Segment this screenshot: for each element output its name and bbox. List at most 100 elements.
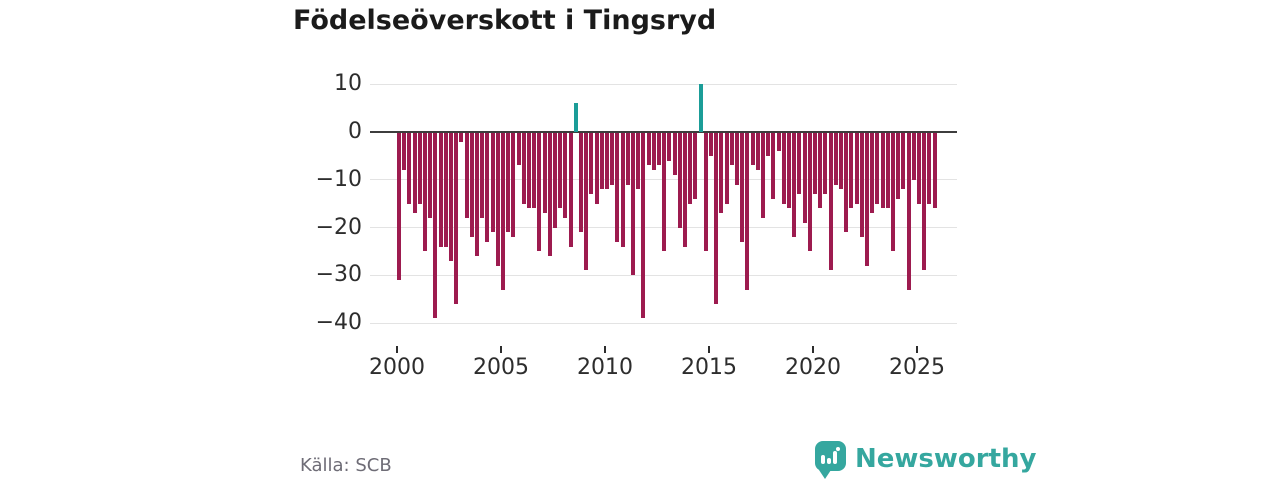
- bar-negative: [532, 132, 537, 209]
- bar-negative: [688, 132, 693, 204]
- bar-positive: [698, 84, 703, 132]
- bar-negative: [844, 132, 849, 233]
- bar-negative: [495, 132, 500, 266]
- logo-exclamation-dot: [836, 447, 840, 451]
- bar-negative: [787, 132, 791, 209]
- bar-negative: [651, 132, 656, 171]
- bar-negative: [464, 132, 469, 218]
- bar-negative: [485, 132, 490, 242]
- bar-negative: [469, 132, 474, 238]
- bar-negative: [901, 132, 906, 190]
- bar-negative: [584, 132, 589, 271]
- bar-negative: [475, 132, 479, 257]
- bar-negative: [719, 132, 724, 214]
- bar-negative: [781, 132, 786, 204]
- bar-negative: [490, 132, 495, 233]
- bar-negative: [454, 132, 459, 304]
- bar-negative: [859, 132, 864, 238]
- bar-negative: [631, 132, 635, 276]
- bar-negative: [766, 132, 771, 156]
- bar-negative: [833, 132, 838, 185]
- zero-axis-line: [370, 130, 957, 134]
- bar-negative: [417, 132, 422, 204]
- bar-negative: [683, 132, 687, 247]
- bar-negative: [407, 132, 412, 204]
- newsworthy-logo: Newsworthy: [815, 441, 1036, 480]
- bar-negative: [443, 132, 448, 247]
- bar-negative: [870, 132, 875, 214]
- bar-negative: [917, 132, 921, 204]
- logo-bubble-tail: [819, 470, 831, 479]
- newsworthy-wordmark: Newsworthy: [855, 444, 1037, 474]
- bar-negative: [875, 132, 880, 204]
- y-tick-label: −40: [315, 310, 362, 335]
- bar-negative: [693, 132, 698, 199]
- x-tick-mark: [604, 346, 606, 353]
- bar-negative: [906, 132, 911, 290]
- bar-negative: [506, 132, 511, 233]
- source-note: Källa: SCB: [300, 455, 392, 476]
- bar-negative: [459, 132, 464, 142]
- bar-negative: [677, 132, 682, 228]
- bar-negative: [813, 132, 817, 195]
- bar-negative: [527, 132, 531, 209]
- bar-negative: [594, 132, 599, 204]
- bar-negative: [672, 132, 677, 175]
- bar-negative: [433, 132, 438, 319]
- bar-negative: [839, 132, 843, 190]
- bar-negative: [745, 132, 750, 290]
- bar-negative: [891, 132, 895, 252]
- bar-negative: [501, 132, 505, 290]
- bar-negative: [755, 132, 760, 171]
- bar-negative: [516, 132, 521, 166]
- x-tick-label: 2005: [473, 355, 529, 380]
- bar-negative: [610, 132, 615, 185]
- bar-negative: [615, 132, 620, 242]
- x-tick-mark: [916, 346, 918, 353]
- bar-negative: [709, 132, 713, 156]
- x-tick-label: 2025: [889, 355, 945, 380]
- x-tick-mark: [500, 346, 502, 353]
- bar-negative: [449, 132, 453, 261]
- bar-negative: [412, 132, 417, 214]
- bar-negative: [625, 132, 630, 185]
- bar-negative: [823, 132, 828, 195]
- bar-negative: [542, 132, 547, 214]
- bar-negative: [703, 132, 708, 252]
- chart-title: Födelseöverskott i Tingsryd: [293, 5, 717, 36]
- bar-negative: [802, 132, 807, 223]
- bar-negative: [636, 132, 641, 190]
- bar-negative: [547, 132, 552, 257]
- x-tick-label: 2015: [681, 355, 737, 380]
- bar-negative: [397, 132, 401, 281]
- x-tick-label: 2000: [369, 355, 425, 380]
- bar-negative: [537, 132, 542, 252]
- bar-negative: [553, 132, 557, 228]
- bar-negative: [818, 132, 823, 209]
- logo-mini-bars: [821, 451, 837, 464]
- plot-area: [370, 75, 957, 335]
- bar-negative: [657, 132, 661, 166]
- y-tick-label: 10: [334, 71, 362, 97]
- bar-negative: [761, 132, 765, 218]
- bar-negative: [849, 132, 854, 209]
- bar-negative: [729, 132, 734, 166]
- bar-negative: [911, 132, 916, 180]
- x-tick-mark: [708, 346, 710, 353]
- bar-negative: [589, 132, 594, 195]
- bar-negative: [792, 132, 797, 238]
- bar-negative: [750, 132, 755, 166]
- bar-negative: [620, 132, 625, 247]
- bar-negative: [776, 132, 781, 152]
- bar-negative: [428, 132, 433, 218]
- bar-negative: [511, 132, 516, 238]
- bar-negative: [885, 132, 890, 209]
- bar-negative: [667, 132, 672, 161]
- x-tick-label: 2010: [577, 355, 633, 380]
- gridline: [370, 83, 957, 85]
- bar-negative: [724, 132, 729, 204]
- bar-negative: [605, 132, 609, 190]
- bar-positive: [573, 103, 578, 132]
- y-tick-label: 0: [348, 119, 362, 144]
